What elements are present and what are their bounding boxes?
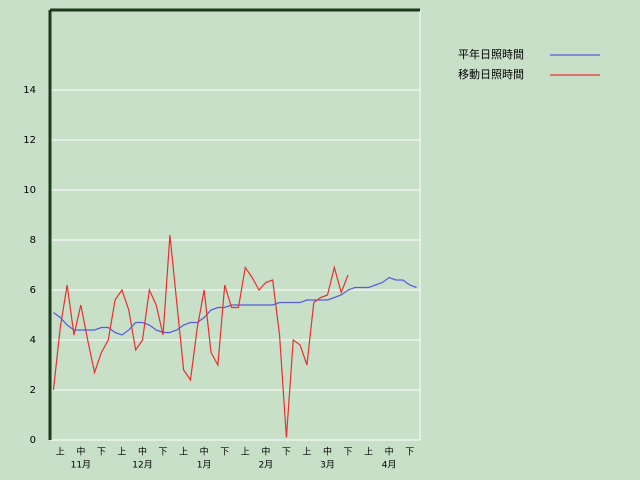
- x-tick-label: 下: [405, 448, 414, 458]
- x-tick-label: 中: [323, 446, 332, 458]
- x-tick-label: 中: [261, 446, 270, 458]
- x-tick-label: 下: [344, 448, 353, 458]
- x-tick-label: 下: [97, 448, 106, 458]
- month-label: 2月: [258, 460, 273, 471]
- x-tick-label: 中: [385, 446, 394, 458]
- series-line: [52, 234, 349, 438]
- x-tick-label: 上: [117, 447, 126, 458]
- y-tick-label: 2: [30, 385, 36, 396]
- month-label: 11月: [71, 460, 91, 471]
- x-tick-label: 上: [179, 447, 188, 458]
- x-tick-label: 上: [302, 447, 311, 458]
- x-tick-label: 中: [76, 446, 85, 458]
- month-label: 3月: [320, 460, 335, 471]
- month-label: 12月: [132, 460, 152, 471]
- x-tick-label: 上: [56, 447, 65, 458]
- month-label: 1月: [197, 460, 212, 471]
- y-tick-label: 10: [23, 185, 36, 196]
- x-tick-label: 中: [200, 446, 209, 458]
- x-tick-label: 下: [220, 448, 229, 458]
- x-tick-label: 中: [138, 446, 147, 458]
- y-tick-label: 12: [23, 135, 36, 146]
- series-line: [53, 276, 417, 336]
- x-tick-label: 下: [159, 448, 168, 458]
- legend-label: 平年日照時間: [458, 47, 524, 61]
- y-tick-label: 8: [30, 235, 36, 246]
- y-tick-label: 14: [23, 85, 36, 96]
- x-tick-label: 下: [282, 448, 291, 458]
- x-tick-label: 上: [241, 447, 250, 458]
- month-label: 4月: [382, 460, 397, 471]
- x-tick-label: 上: [364, 447, 373, 458]
- y-tick-label: 0: [30, 435, 36, 446]
- y-tick-label: 4: [30, 335, 36, 346]
- legend-label: 移動日照時間: [458, 67, 524, 81]
- y-tick-label: 6: [30, 285, 36, 296]
